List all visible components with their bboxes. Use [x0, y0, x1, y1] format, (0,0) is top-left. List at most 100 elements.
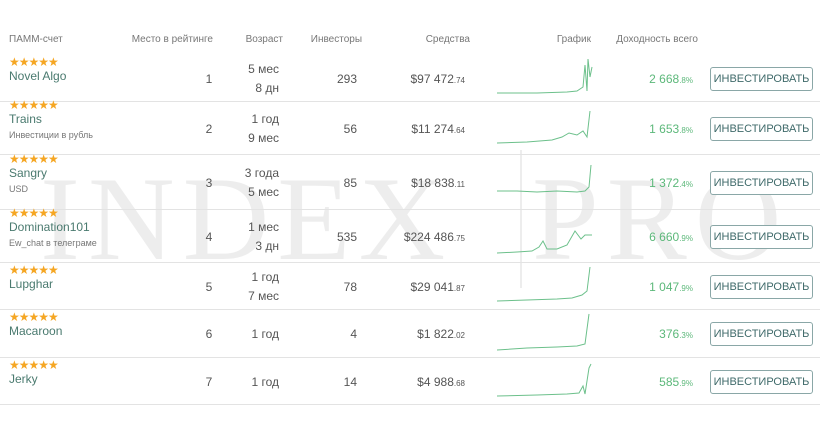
funds-main: $11 274 [411, 121, 454, 136]
sparkline-path [497, 363, 592, 396]
sparkline [497, 164, 592, 193]
column-header: ПАММ-счет [9, 34, 63, 45]
sparkline [497, 266, 591, 301]
sparkline-path [497, 58, 593, 93]
column-header: График [556, 34, 591, 45]
column-header: Доходность всего [616, 34, 698, 45]
sparkline-path [497, 313, 590, 351]
table-row: ★★★★★ Sangry USD 3 3 года 5 мес 85 $18 838.11 1 … [0, 151, 820, 210]
funds-cents: .02 [453, 331, 465, 340]
return-decimal: .9% [679, 378, 693, 388]
rank: 2 [205, 121, 213, 136]
total-return: 1 653.8% [649, 122, 693, 136]
investors: 535 [336, 229, 357, 244]
sparkline [497, 58, 593, 93]
return-decimal: .9% [679, 283, 693, 293]
funds-main: $224 486 [403, 229, 454, 244]
sparkline [497, 313, 590, 351]
rank: 1 [205, 71, 213, 86]
rating-stars: ★★★★★ [9, 262, 59, 277]
return-main: 376 [659, 327, 680, 341]
invest-button[interactable]: ИНВЕСТИРОВАТЬ [710, 116, 813, 141]
investors: 4 [350, 327, 357, 341]
sparkline-path [497, 266, 591, 301]
column-header: Возраст [245, 34, 283, 45]
total-return: 1 047.9% [649, 280, 693, 294]
sparkline-path [497, 110, 591, 143]
age: 5 мес [248, 184, 279, 199]
account-name: Domination101 [9, 219, 90, 234]
rank: 7 [205, 374, 213, 389]
sparkline [497, 229, 592, 253]
return-decimal: .4% [679, 179, 693, 189]
total-return: 1 372.4% [649, 176, 693, 190]
return-decimal: .9% [679, 233, 693, 243]
total-return: 585.9% [659, 375, 693, 389]
column-header: Средства [425, 34, 470, 45]
account-name: Jerky [9, 371, 38, 386]
total-return: 376.3% [659, 327, 693, 341]
funds-cents: .68 [453, 378, 465, 388]
age: 9 мес [248, 130, 279, 145]
table-row: ★★★★★ Domination101 Ew_chat в телеграме 4 1 … [0, 206, 820, 263]
sparkline [497, 363, 592, 396]
column-header: Место в рейтинге [131, 34, 213, 45]
invest-button[interactable]: ИНВЕСТИРОВАТЬ [710, 322, 813, 346]
funds: $224 486.75 [404, 230, 465, 244]
sparkline-path [497, 164, 592, 193]
funds-main: $18 838 [411, 175, 455, 190]
funds-cents: .64 [453, 125, 465, 135]
investors: 85 [343, 175, 357, 190]
funds-main: $1 822 [417, 327, 454, 341]
invest-button[interactable]: ИНВЕСТИРОВАТЬ [710, 369, 813, 394]
rank: 5 [205, 279, 213, 294]
age: 1 год [251, 327, 279, 341]
age: 1 мес [248, 219, 279, 234]
funds-cents: .75 [453, 233, 465, 243]
rating-stars: ★★★★★ [9, 357, 59, 372]
account-subtitle: Инвестиции в рубль [9, 129, 93, 140]
investors: 78 [343, 279, 357, 294]
account-name: Lupghar [9, 276, 54, 291]
rating-stars: ★★★★★ [9, 54, 59, 69]
funds-main: $97 472 [410, 71, 454, 86]
rating-stars: ★★★★★ [9, 151, 59, 166]
return-decimal: .8% [679, 125, 693, 135]
total-return: 2 668.8% [649, 72, 693, 86]
column-header: Инвесторы [310, 34, 362, 45]
table-row: ★★★★★ Macaroon 6 1 год 4 $1 822.02 376.3% ИНВЕС… [0, 310, 820, 358]
invest-button[interactable]: ИНВЕСТИРОВАТЬ [710, 66, 813, 91]
funds: $1 822.02 [417, 327, 465, 341]
invest-button[interactable]: ИНВЕСТИРОВАТЬ [710, 170, 813, 195]
rank: 4 [205, 229, 213, 244]
account-name: Macaroon [9, 324, 63, 338]
total-return: 6 660.9% [649, 230, 693, 244]
funds: $11 274.64 [411, 122, 465, 136]
funds: $97 472.74 [410, 72, 465, 86]
table-row: ★★★★★ Jerky 7 1 год 14 $4 988.68 585.9% ИНВЕСТИ… [0, 358, 820, 405]
return-main: 1 372 [649, 175, 680, 190]
rank: 6 [205, 327, 213, 341]
funds: $4 988.68 [417, 375, 465, 389]
age: 1 год [251, 374, 279, 389]
invest-button[interactable]: ИНВЕСТИРОВАТЬ [710, 224, 813, 249]
funds-main: $4 988 [417, 374, 454, 389]
funds: $29 041.87 [410, 280, 465, 294]
rating-stars: ★★★★★ [9, 310, 59, 324]
funds-cents: .87 [453, 283, 465, 293]
return-main: 585 [659, 374, 680, 389]
investors: 56 [343, 121, 357, 136]
return-decimal: .3% [679, 331, 693, 340]
rating-stars: ★★★★★ [9, 97, 59, 112]
invest-button[interactable]: ИНВЕСТИРОВАТЬ [710, 274, 813, 299]
age: 1 год [251, 111, 279, 126]
age: 8 дн [255, 80, 279, 95]
investors: 14 [343, 374, 357, 389]
table-row: ★★★★★ Lupghar 5 1 год 7 мес 78 $29 041.87 1 047… [0, 263, 820, 310]
table-row: ★★★★★ Trains Инвестиции в рубль 2 1 год 9 мес… [0, 98, 820, 155]
age: 1 год [251, 269, 279, 284]
age: 5 мес [248, 61, 279, 76]
return-main: 1 047 [649, 279, 680, 294]
account-subtitle: USD [9, 183, 29, 194]
